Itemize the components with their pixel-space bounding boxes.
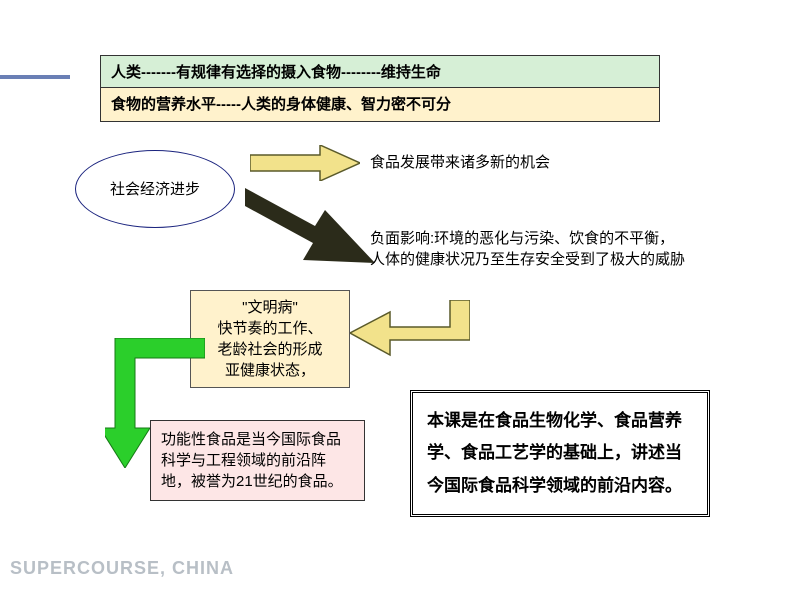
box-civilization-disease: "文明病" 快节奏的工作、 老龄社会的形成 亚健康状态， (190, 290, 350, 388)
box-course-note: 本课是在食品生物化学、食品营养学、食品工艺学的基础上，讲述当今国际食品科学领域的… (410, 390, 710, 517)
arrow-right-yellow-icon (250, 145, 360, 181)
header-line-1: 人类-------有规律有选择的摄入食物--------维持生命 (100, 55, 660, 90)
text-negative-impact: 负面影响:环境的恶化与污染、饮食的不平衡， 人体的健康状况乃至生存安全受到了极大… (370, 228, 700, 270)
ellipse-social-progress: 社会经济进步 (75, 150, 235, 228)
header-line-2: 食物的营养水平-----人类的身体健康、智力密不可分 (100, 87, 660, 122)
box-functional-food: 功能性食品是当今国际食品科学与工程领域的前沿阵地，被誉为21世纪的食品。 (150, 420, 365, 501)
arrow-diagonal-dark-icon (245, 188, 375, 268)
decorative-topbar (0, 75, 70, 79)
footer-text: SUPERCOURSE, CHINA (10, 558, 234, 579)
text-opportunity: 食品发展带来诸多新的机会 (370, 152, 690, 173)
arrow-down-left-yellow-icon (350, 300, 470, 370)
